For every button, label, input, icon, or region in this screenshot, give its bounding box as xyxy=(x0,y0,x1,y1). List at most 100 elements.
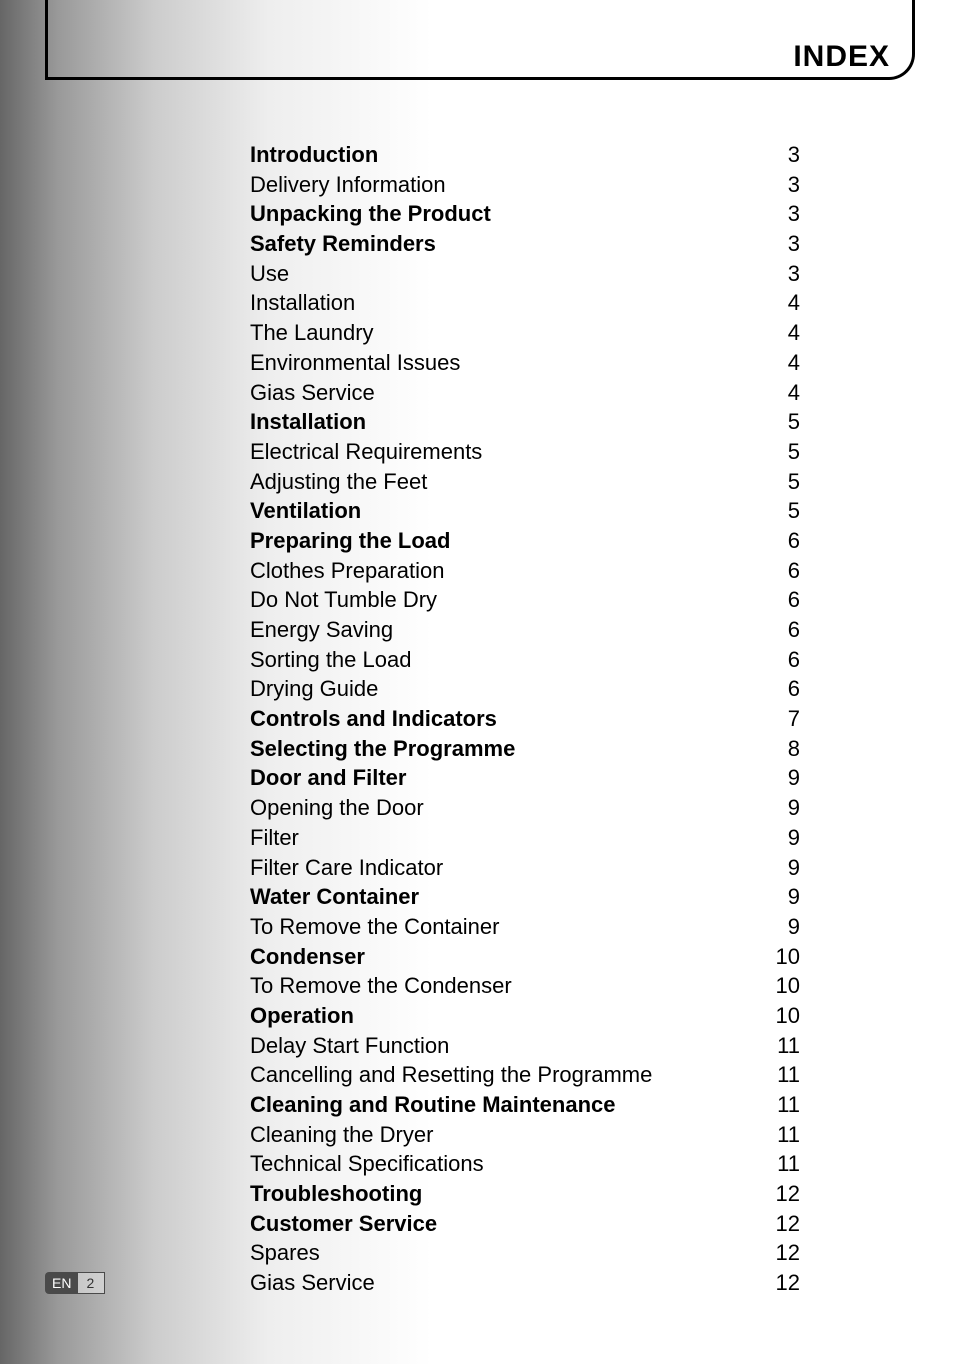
toc-row: Door and Filter9 xyxy=(250,763,800,793)
toc-row: Installation4 xyxy=(250,288,800,318)
toc-row: Environmental Issues4 xyxy=(250,348,800,378)
toc-page: 3 xyxy=(760,170,800,200)
toc-page: 5 xyxy=(760,437,800,467)
toc-page: 10 xyxy=(760,971,800,1001)
toc-page: 3 xyxy=(760,229,800,259)
toc-page: 5 xyxy=(760,467,800,497)
toc-row: Sorting the Load6 xyxy=(250,645,800,675)
toc-page: 8 xyxy=(760,734,800,764)
toc-title: Water Container xyxy=(250,882,760,912)
toc-row: Filter Care Indicator9 xyxy=(250,853,800,883)
toc-title: Door and Filter xyxy=(250,763,760,793)
toc-row: Energy Saving6 xyxy=(250,615,800,645)
toc-title: Troubleshooting xyxy=(250,1179,760,1209)
toc-title: Unpacking the Product xyxy=(250,199,760,229)
toc-title: Ventilation xyxy=(250,496,760,526)
toc-page: 6 xyxy=(760,674,800,704)
toc-page: 5 xyxy=(760,407,800,437)
toc-row: Cleaning and Routine Maintenance11 xyxy=(250,1090,800,1120)
toc-page: 9 xyxy=(760,823,800,853)
toc-title: To Remove the Condenser xyxy=(250,971,760,1001)
toc-title: Energy Saving xyxy=(250,615,760,645)
toc-page: 12 xyxy=(760,1238,800,1268)
toc-page: 6 xyxy=(760,585,800,615)
toc-title: Sorting the Load xyxy=(250,645,760,675)
toc-page: 9 xyxy=(760,912,800,942)
header-frame xyxy=(45,0,915,80)
toc-page: 12 xyxy=(760,1179,800,1209)
toc-title: Spares xyxy=(250,1238,760,1268)
toc-row: Customer Service12 xyxy=(250,1209,800,1239)
toc-title: Safety Reminders xyxy=(250,229,760,259)
toc-page: 5 xyxy=(760,496,800,526)
toc-page: 7 xyxy=(760,704,800,734)
toc-row: Selecting the Programme8 xyxy=(250,734,800,764)
toc-page: 4 xyxy=(760,378,800,408)
toc-page: 6 xyxy=(760,526,800,556)
toc-row: Technical Specifications11 xyxy=(250,1149,800,1179)
toc-page: 10 xyxy=(760,1001,800,1031)
toc-row: Gias Service4 xyxy=(250,378,800,408)
toc-title: Gias Service xyxy=(250,1268,760,1298)
toc-row: Spares12 xyxy=(250,1238,800,1268)
toc-title: Do Not Tumble Dry xyxy=(250,585,760,615)
toc-row: Adjusting the Feet5 xyxy=(250,467,800,497)
toc-row: Cancelling and Resetting the Programme11 xyxy=(250,1060,800,1090)
toc-title: Operation xyxy=(250,1001,760,1031)
toc-title: Customer Service xyxy=(250,1209,760,1239)
toc-title: The Laundry xyxy=(250,318,760,348)
toc-title: Cancelling and Resetting the Programme xyxy=(250,1060,760,1090)
toc-page: 3 xyxy=(760,259,800,289)
toc-row: Water Container9 xyxy=(250,882,800,912)
toc-row: Installation5 xyxy=(250,407,800,437)
toc-title: Condenser xyxy=(250,942,760,972)
toc-row: Filter9 xyxy=(250,823,800,853)
toc-title: Installation xyxy=(250,288,760,318)
toc-title: Environmental Issues xyxy=(250,348,760,378)
toc-page: 9 xyxy=(760,882,800,912)
toc-page: 6 xyxy=(760,645,800,675)
toc-title: Gias Service xyxy=(250,378,760,408)
toc-row: Troubleshooting12 xyxy=(250,1179,800,1209)
toc-page: 9 xyxy=(760,763,800,793)
toc-page: 11 xyxy=(760,1060,800,1090)
toc-row: Opening the Door9 xyxy=(250,793,800,823)
toc-title: Introduction xyxy=(250,140,760,170)
toc-row: Delay Start Function11 xyxy=(250,1031,800,1061)
toc-page: 11 xyxy=(760,1090,800,1120)
toc-title: Clothes Preparation xyxy=(250,556,760,586)
page-title: INDEX xyxy=(793,40,890,74)
toc-page: 3 xyxy=(760,199,800,229)
toc-title: Technical Specifications xyxy=(250,1149,760,1179)
toc-page: 11 xyxy=(760,1149,800,1179)
toc-row: To Remove the Container9 xyxy=(250,912,800,942)
toc-page: 9 xyxy=(760,793,800,823)
toc-page: 6 xyxy=(760,556,800,586)
toc-title: Delay Start Function xyxy=(250,1031,760,1061)
toc-row: Unpacking the Product3 xyxy=(250,199,800,229)
toc-page: 4 xyxy=(760,318,800,348)
toc-row: Ventilation5 xyxy=(250,496,800,526)
toc-title: Filter xyxy=(250,823,760,853)
toc-page: 9 xyxy=(760,853,800,883)
toc-page: 4 xyxy=(760,288,800,318)
toc-title: Preparing the Load xyxy=(250,526,760,556)
toc-row: Operation10 xyxy=(250,1001,800,1031)
toc-row: The Laundry4 xyxy=(250,318,800,348)
toc-row: Controls and Indicators7 xyxy=(250,704,800,734)
footer-page-number: 2 xyxy=(78,1272,105,1294)
toc-row: Condenser10 xyxy=(250,942,800,972)
toc-title: Cleaning the Dryer xyxy=(250,1120,760,1150)
toc-page: 6 xyxy=(760,615,800,645)
toc-row: Cleaning the Dryer11 xyxy=(250,1120,800,1150)
footer-lang-badge: EN xyxy=(45,1272,78,1294)
toc-page: 3 xyxy=(760,140,800,170)
toc-page: 12 xyxy=(760,1209,800,1239)
toc-container: Introduction3Delivery Information3Unpack… xyxy=(250,140,800,1298)
toc-row: Electrical Requirements5 xyxy=(250,437,800,467)
toc-row: Drying Guide6 xyxy=(250,674,800,704)
toc-row: Gias Service12 xyxy=(250,1268,800,1298)
toc-title: Drying Guide xyxy=(250,674,760,704)
toc-title: Selecting the Programme xyxy=(250,734,760,764)
toc-page: 11 xyxy=(760,1031,800,1061)
